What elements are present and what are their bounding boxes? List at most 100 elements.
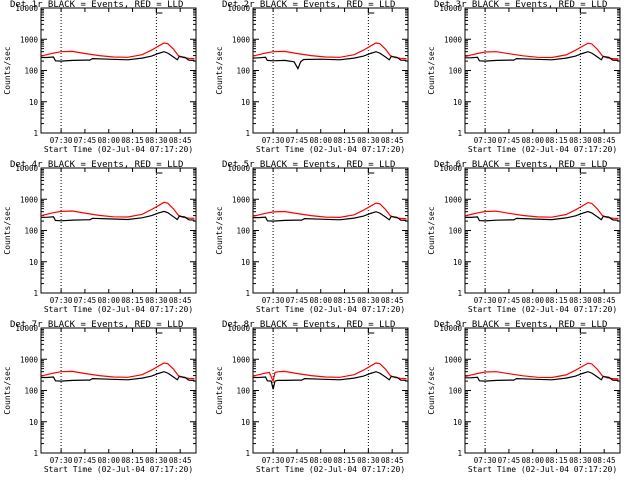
x-tick-label: 08:00 [309, 136, 332, 145]
y-tick-label: 100 [24, 67, 38, 76]
x-axis-label: Start Time (02-Jul-04 07:17:20) [256, 305, 405, 314]
panel-title: Det 7r BLACK = Events, RED = LLD [10, 320, 183, 330]
plot-frame [40, 167, 197, 294]
y-axis-label: Counts/sec [427, 206, 436, 254]
y-tick-label: 10 [241, 258, 251, 267]
series-events [465, 371, 619, 382]
x-tick-label: 07:30 [262, 136, 285, 145]
y-tick-label: 10000 [439, 324, 462, 333]
panel-title: Det 5r BLACK = Events, RED = LLD [222, 160, 395, 170]
x-tick-label: 07:30 [474, 296, 497, 305]
y-axis-label: Counts/sec [3, 46, 12, 94]
y-tick-label: 1 [33, 449, 38, 458]
panel-title: Det 4r BLACK = Events, RED = LLD [10, 160, 183, 170]
y-tick-label: 1000 [232, 355, 251, 364]
y-tick-label: 10 [29, 98, 39, 107]
detector-panel-7: 1 10 100 1000 10000 07:30 07:45 08:00 08:15 08:30… [3, 320, 197, 474]
detector-panel-4: 1 10 100 1000 10000 07:30 07:45 08:00 08:15 08:30… [3, 160, 197, 314]
series-events [465, 210, 619, 222]
x-axis-label: Start Time (02-Jul-04 07:17:20) [468, 465, 617, 474]
y-axis-label: Counts/sec [215, 46, 224, 94]
x-tick-label: 07:30 [50, 296, 73, 305]
y-tick-label: 10000 [15, 164, 38, 173]
x-tick-label: 07:30 [474, 456, 497, 465]
plot-frame [464, 7, 621, 134]
series-lld [464, 42, 619, 60]
y-tick-label: 10000 [15, 4, 38, 13]
y-axis-label: Counts/sec [427, 366, 436, 414]
x-tick-label: 08:45 [381, 456, 404, 465]
y-tick-label: 10 [241, 418, 251, 427]
x-tick-label: 08:30 [569, 456, 592, 465]
y-tick-label: 10000 [15, 324, 38, 333]
series-events [253, 51, 407, 70]
x-axis-label: Start Time (02-Jul-04 07:17:20) [256, 465, 405, 474]
x-tick-label: 07:45 [286, 136, 309, 145]
x-tick-label: 08:15 [121, 136, 144, 145]
series-lld [464, 201, 619, 220]
plot-frame [40, 7, 197, 134]
y-axis-label: Counts/sec [3, 206, 12, 254]
panel-title: Det 9r BLACK = Events, RED = LLD [434, 320, 607, 330]
x-tick-label: 08:45 [381, 296, 404, 305]
plot-frame [464, 167, 621, 294]
y-tick-label: 1 [457, 129, 462, 138]
y-tick-label: 10000 [227, 164, 250, 173]
y-tick-label: 10000 [227, 324, 250, 333]
interval-bracket [155, 8, 163, 14]
y-tick-label: 100 [24, 387, 38, 396]
x-tick-label: 08:45 [169, 136, 192, 145]
detector-panel-5: 1 10 100 1000 10000 07:30 07:45 08:00 08:15 08:30… [215, 160, 409, 314]
panel-title: Det 2r BLACK = Events, RED = LLD [222, 0, 395, 10]
y-tick-label: 10 [453, 418, 463, 427]
x-tick-label: 07:30 [474, 136, 497, 145]
y-tick-label: 1000 [232, 195, 251, 204]
panel-title: Det 3r BLACK = Events, RED = LLD [434, 0, 607, 10]
x-tick-label: 08:30 [145, 456, 168, 465]
x-tick-label: 08:00 [521, 456, 544, 465]
x-tick-label: 08:30 [357, 296, 380, 305]
x-tick-label: 08:00 [309, 296, 332, 305]
y-tick-label: 10 [29, 418, 39, 427]
series-events [41, 210, 195, 222]
interval-bracket [367, 8, 375, 14]
x-tick-label: 08:30 [357, 136, 380, 145]
x-tick-label: 07:30 [262, 296, 285, 305]
x-tick-label: 08:30 [357, 456, 380, 465]
y-tick-label: 10000 [227, 4, 250, 13]
x-tick-label: 08:15 [121, 456, 144, 465]
y-tick-label: 100 [236, 387, 250, 396]
y-axis-label: Counts/sec [427, 46, 436, 94]
x-axis-label: Start Time (02-Jul-04 07:17:20) [44, 145, 193, 154]
x-tick-label: 08:45 [381, 136, 404, 145]
y-tick-label: 10 [453, 98, 463, 107]
y-tick-label: 1 [245, 449, 250, 458]
x-tick-label: 07:45 [286, 296, 309, 305]
x-tick-label: 08:45 [593, 296, 616, 305]
x-tick-label: 08:00 [97, 456, 120, 465]
series-lld [40, 362, 195, 380]
y-axis-label: Counts/sec [3, 366, 12, 414]
y-tick-label: 100 [448, 387, 462, 396]
plot-frame [252, 167, 409, 294]
y-tick-label: 1 [457, 449, 462, 458]
x-tick-label: 08:00 [521, 136, 544, 145]
x-tick-label: 08:30 [145, 136, 168, 145]
x-tick-label: 07:45 [498, 456, 521, 465]
series-events [253, 371, 407, 390]
plot-frame [464, 327, 621, 454]
y-tick-label: 100 [24, 227, 38, 236]
series-events [41, 371, 195, 382]
y-tick-label: 10 [29, 258, 39, 267]
y-tick-label: 100 [236, 227, 250, 236]
x-tick-label: 08:00 [97, 296, 120, 305]
detector-panel-6: 1 10 100 1000 10000 07:30 07:45 08:00 08:15 08:30… [427, 160, 621, 314]
plot-frame [252, 7, 409, 134]
y-tick-label: 1 [33, 129, 38, 138]
x-tick-label: 07:45 [74, 296, 97, 305]
panel-title: Det 1r BLACK = Events, RED = LLD [10, 0, 183, 10]
x-tick-label: 07:30 [50, 456, 73, 465]
y-tick-label: 1000 [232, 35, 251, 44]
x-tick-label: 08:15 [121, 296, 144, 305]
